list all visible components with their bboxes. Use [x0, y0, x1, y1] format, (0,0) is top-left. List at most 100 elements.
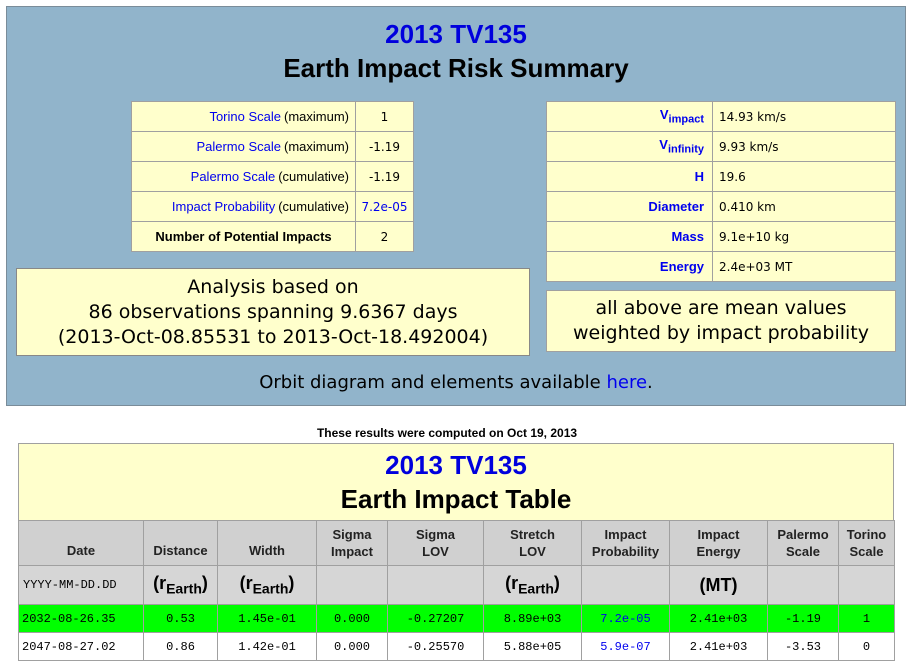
- column-header-line: Sigma: [332, 527, 372, 542]
- units-text: (rEarth): [240, 573, 295, 597]
- cell-value[interactable]: 5.9e-07: [600, 639, 651, 654]
- table-cell: 8.89e+03: [483, 604, 582, 633]
- risk-label-cell: Palermo Scale (maximum): [131, 131, 356, 162]
- phys-label-cell: H: [546, 161, 713, 192]
- analysis-line: (2013-Oct-08.85531 to 2013-Oct-18.492004…: [57, 325, 489, 348]
- column-header-line: Distance: [153, 543, 208, 558]
- table-cell: 0: [838, 632, 895, 661]
- table-cell: 1: [838, 604, 895, 633]
- risk-label-cell: Torino Scale (maximum): [131, 101, 356, 132]
- table-cell: 2.41e+03: [669, 632, 768, 661]
- column-header-line: Energy: [696, 544, 741, 559]
- column-header-line: Width: [249, 543, 285, 558]
- table-cell: 0.53: [143, 604, 218, 633]
- cell-value: 5.88e+05: [503, 639, 562, 654]
- units-cell: [316, 565, 388, 605]
- column-header: Stretch LOV: [483, 520, 582, 566]
- column-header-line: Scale: [849, 544, 884, 559]
- column-header-line: LOV: [519, 544, 546, 559]
- risk-value[interactable]: 7.2e-05: [361, 199, 408, 214]
- table-cell: 1.45e-01: [217, 604, 317, 633]
- units-cell: (rEarth): [217, 565, 317, 605]
- column-header: Sigma Impact: [316, 520, 388, 566]
- cell-value: 2032-08-26.35: [22, 611, 116, 626]
- table-title-area: [18, 443, 894, 521]
- cell-value: 1.42e-01: [238, 639, 296, 654]
- units-cell: (rEarth): [483, 565, 582, 605]
- risk-value: 1: [380, 109, 389, 124]
- table-cell: 7.2e-05: [581, 604, 670, 633]
- analysis-line: 86 observations spanning 9.6367 days: [88, 300, 458, 323]
- risk-label: Number of Potential Impacts: [155, 229, 332, 244]
- risk-qualifier: (cumulative): [278, 169, 349, 184]
- units-tail: ): [201, 573, 208, 594]
- orbit-link[interactable]: here: [606, 372, 648, 393]
- table-cell: 0.86: [143, 632, 218, 661]
- column-header-line: Impact: [331, 544, 373, 559]
- object-title: 2013 TV135: [385, 19, 527, 49]
- units-text: YYYY-MM-DD.DD: [23, 578, 117, 592]
- units-cell: [767, 565, 839, 605]
- cell-value: 1: [862, 611, 871, 626]
- phys-subscript: impact: [668, 113, 704, 126]
- units-main: (r: [505, 573, 519, 594]
- column-header-line: Impact: [697, 527, 740, 542]
- phys-value-cell: 2.4e+03 MT: [712, 251, 896, 282]
- column-header: Sigma LOV: [387, 520, 484, 566]
- risk-label-cell: Number of Potential Impacts: [131, 221, 356, 252]
- phys-label-cell: Mass: [546, 221, 713, 252]
- column-header-line: Palermo: [777, 527, 829, 542]
- analysis-box: Analysis based on 86 observations spannin…: [16, 268, 530, 356]
- units-sub: Earth: [252, 580, 289, 597]
- cell-value: 0.000: [333, 611, 370, 626]
- table-cell: 2047-08-27.02: [18, 632, 144, 661]
- phys-value-cell: 14.93 km/s: [712, 101, 896, 132]
- risk-value-cell: 2: [355, 221, 414, 252]
- cell-value: -1.19: [784, 611, 821, 626]
- units-text: (MT): [699, 574, 738, 595]
- cell-value: -3.53: [784, 639, 821, 654]
- table-cell: 0.000: [316, 632, 388, 661]
- risk-label-link[interactable]: Palermo Scale: [190, 169, 276, 184]
- risk-value-cell: -1.19: [355, 161, 414, 192]
- cell-value: 0: [862, 639, 871, 654]
- phys-value-cell: 0.410 km: [712, 191, 896, 222]
- risk-value-cell: 1: [355, 101, 414, 132]
- units-cell: (MT): [669, 565, 768, 605]
- table-cell: 1.42e-01: [217, 632, 317, 661]
- table-cell: -0.27207: [387, 604, 484, 633]
- risk-label-link[interactable]: Impact Probability: [171, 199, 276, 214]
- units-cell: [581, 565, 670, 605]
- units-text: (rEarth): [505, 573, 560, 597]
- phys-label: Energy: [659, 259, 704, 274]
- column-header-line: Sigma: [415, 527, 455, 542]
- column-header: Palermo Scale: [767, 520, 839, 566]
- phys-value-cell: 9.1e+10 kg: [712, 221, 896, 252]
- phys-value: 14.93 km/s: [719, 109, 787, 124]
- column-header-line: Scale: [786, 544, 820, 559]
- risk-label-link[interactable]: Palermo Scale: [196, 139, 281, 154]
- cell-value[interactable]: 7.2e-05: [600, 611, 651, 626]
- column-header: Impact Energy: [669, 520, 768, 566]
- analysis-line: Analysis based on: [187, 275, 359, 298]
- phys-label: Vimpact: [659, 107, 704, 126]
- cell-value: 1.45e-01: [238, 611, 296, 626]
- phys-label: Mass: [671, 229, 704, 244]
- table-cell: -0.25570: [387, 632, 484, 661]
- phys-label-cell: Diameter: [546, 191, 713, 222]
- column-header: Distance: [143, 520, 218, 566]
- phys-value: 2.4e+03 MT: [719, 259, 793, 274]
- phys-label: Vinfinity: [659, 137, 704, 156]
- risk-label-cell: Palermo Scale (cumulative): [131, 161, 356, 192]
- phys-value: 9.1e+10 kg: [719, 229, 790, 244]
- computed-note: These results were computed on Oct 19, 2…: [316, 426, 578, 440]
- table-cell: 5.9e-07: [581, 632, 670, 661]
- risk-label-link[interactable]: Torino Scale: [209, 109, 281, 124]
- column-header-line: Stretch: [510, 527, 555, 542]
- risk-qualifier: (cumulative): [278, 199, 349, 214]
- cell-value: 0.53: [166, 611, 195, 626]
- column-header-line: Date: [66, 543, 96, 558]
- column-header-line: Probability: [591, 544, 660, 559]
- column-header: Width: [217, 520, 317, 566]
- cell-value: 8.89e+03: [503, 611, 562, 626]
